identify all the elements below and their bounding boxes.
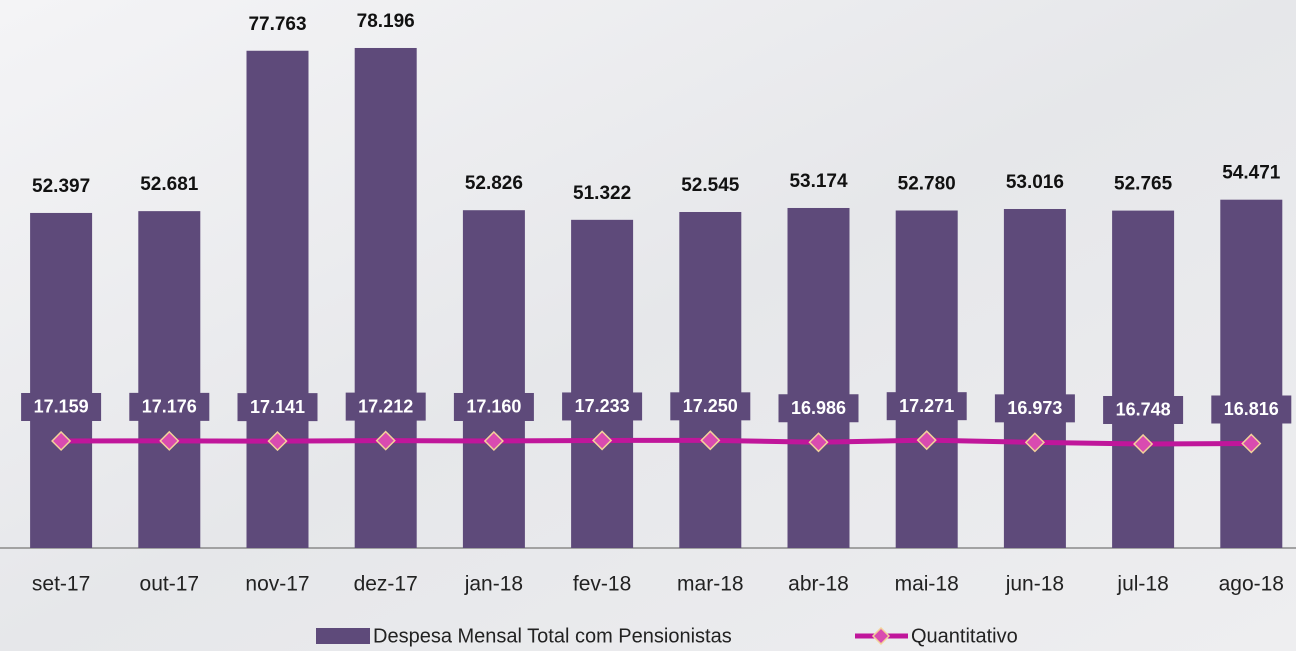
data-label: 54.471	[1222, 163, 1281, 184]
data-label-box	[670, 392, 751, 421]
bar	[787, 207, 850, 548]
marker	[808, 432, 829, 453]
data-label-box	[1211, 395, 1292, 424]
data-label-box	[129, 392, 210, 421]
marker	[1024, 432, 1045, 453]
data-label: 17.212	[358, 396, 413, 416]
bar	[571, 219, 634, 548]
data-label: 52.397	[32, 176, 90, 197]
marker	[700, 430, 721, 451]
x-tick-label: set-17	[32, 573, 90, 596]
data-label: 17.233	[575, 396, 630, 416]
bar	[1112, 210, 1175, 548]
legend-label: Despesa Mensal Total com Pensionistas	[373, 625, 732, 647]
data-label-box	[1103, 395, 1184, 424]
data-label-box	[778, 394, 859, 423]
x-tick-label: mai-18	[895, 573, 959, 596]
data-label: 16.973	[1007, 398, 1062, 418]
x-tick-label: mar-18	[677, 573, 744, 596]
x-tick-label: jan-18	[464, 573, 523, 596]
x-tick-label: out-17	[140, 573, 200, 596]
data-label-box	[21, 392, 102, 421]
x-tick-label: abr-18	[788, 573, 849, 596]
bar	[30, 212, 93, 548]
data-label-box	[345, 392, 426, 421]
x-tick-label: fev-18	[573, 573, 631, 596]
x-tick-label: ago-18	[1219, 573, 1284, 596]
bar	[1003, 208, 1066, 548]
x-tick-label: jul-18	[1116, 573, 1168, 596]
marker	[267, 431, 288, 452]
data-label: 17.176	[142, 397, 197, 417]
data-label: 17.271	[899, 396, 954, 416]
data-label-box	[453, 392, 534, 421]
data-label: 52.545	[681, 175, 740, 196]
legend-label: Quantitativo	[911, 625, 1018, 647]
line	[61, 437, 1252, 447]
x-tick-label: dez-17	[354, 573, 418, 596]
data-label: 17.141	[250, 397, 305, 417]
marker	[1133, 433, 1154, 455]
bar	[895, 210, 958, 549]
data-label: 51.322	[573, 183, 631, 204]
bar	[246, 50, 309, 548]
data-label: 78.196	[357, 11, 415, 32]
data-label: 17.159	[34, 397, 89, 417]
bar	[679, 212, 742, 549]
data-label: 17.250	[683, 396, 738, 416]
data-label-box	[886, 392, 967, 421]
x-tick-label: jun-18	[1005, 573, 1064, 596]
bar	[138, 211, 201, 548]
data-label: 17.160	[466, 397, 521, 417]
marker	[51, 430, 72, 452]
data-label: 52.826	[465, 173, 523, 194]
marker	[483, 430, 504, 452]
marker	[592, 430, 613, 451]
data-label-box	[994, 394, 1075, 423]
legend-swatch	[316, 628, 370, 644]
marker	[1241, 433, 1262, 454]
bar	[462, 210, 525, 548]
bar	[354, 47, 417, 548]
marker	[375, 430, 396, 451]
x-tick-label: nov-17	[245, 573, 309, 596]
data-label: 52.780	[898, 174, 956, 195]
data-label: 16.748	[1116, 400, 1171, 420]
legend-marker	[871, 626, 891, 646]
data-label-box	[237, 393, 318, 422]
data-label: 53.174	[789, 171, 848, 192]
marker	[159, 430, 180, 451]
bar	[1220, 199, 1283, 549]
data-label: 77.763	[248, 14, 306, 35]
data-label-box	[562, 392, 643, 421]
data-label: 52.765	[1114, 174, 1173, 195]
data-label: 16.986	[791, 398, 846, 418]
data-label: 53.016	[1006, 172, 1064, 193]
data-label: 52.681	[140, 174, 199, 195]
marker	[916, 430, 937, 451]
data-label: 16.816	[1224, 399, 1279, 419]
